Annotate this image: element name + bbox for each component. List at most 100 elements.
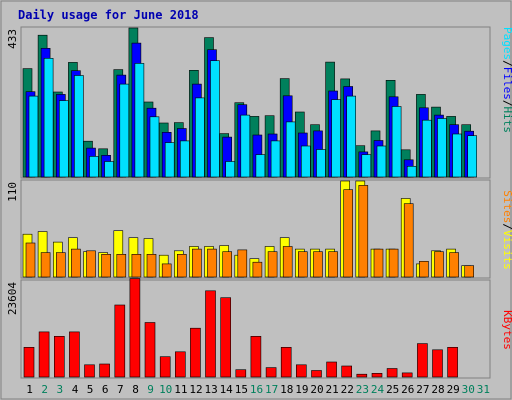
bar-sites-day-27 — [419, 260, 429, 278]
bar-kbytes-day-13 — [205, 290, 216, 378]
x-tick-label-day-21: 21 — [325, 383, 338, 396]
bar-sites-day-25 — [388, 248, 399, 278]
bar-pages-day-8 — [134, 63, 145, 178]
x-tick-label-day-4: 4 — [72, 383, 79, 396]
bar-pages-day-30 — [467, 135, 478, 178]
x-tick-label-day-17: 17 — [265, 383, 278, 396]
bar-kbytes-day-23 — [356, 373, 368, 378]
bar-sites-day-12 — [192, 248, 202, 278]
legend-entry: KBytes — [501, 310, 512, 350]
bar-pages-day-24 — [376, 145, 387, 178]
legend-entry: Hits — [501, 107, 512, 134]
bar-kbytes-day-2 — [38, 331, 50, 378]
bar-sites-day-10 — [161, 263, 172, 278]
bar-kbytes-day-9 — [144, 322, 156, 378]
bar-sites-day-1 — [25, 242, 36, 278]
bar-pages-day-20 — [316, 149, 326, 178]
bar-kbytes-day-20 — [311, 370, 322, 378]
bar-kbytes-day-7 — [114, 304, 126, 378]
bar-pages-day-11 — [180, 140, 190, 178]
bar-pages-day-28 — [437, 118, 447, 178]
bar-sites-day-18 — [282, 246, 293, 278]
bar-sites-day-13 — [207, 248, 217, 278]
bar-sites-day-29 — [449, 252, 459, 278]
bar-pages-day-10 — [164, 142, 175, 178]
legend-entry: Sites — [501, 190, 512, 223]
legend-entry: Files — [501, 67, 512, 100]
bar-sites-day-9 — [146, 254, 157, 278]
bar-kbytes-day-26 — [401, 372, 413, 378]
x-tick-label-day-12: 12 — [189, 383, 202, 396]
bar-kbytes-day-1 — [23, 346, 35, 378]
bar-kbytes-day-19 — [295, 364, 307, 378]
x-tick-label-day-8: 8 — [132, 383, 139, 396]
bar-pages-day-26 — [406, 166, 417, 178]
bar-sites-day-2 — [40, 252, 51, 278]
bar-sites-day-23 — [358, 185, 369, 278]
x-tick-label-day-28: 28 — [431, 383, 444, 396]
bar-pages-day-17 — [270, 140, 281, 178]
bar-sites-day-30 — [464, 265, 475, 278]
bar-pages-day-27 — [422, 119, 432, 178]
x-tick-label-day-11: 11 — [174, 383, 187, 396]
bar-sites-day-7 — [116, 254, 127, 278]
y-max-label: 23604 — [6, 282, 19, 315]
legend-entry: / — [501, 223, 512, 230]
bar-kbytes-day-17 — [265, 367, 277, 378]
bar-kbytes-day-3 — [53, 335, 65, 378]
bar-pages-day-6 — [104, 161, 114, 178]
bar-pages-day-18 — [285, 121, 296, 178]
bar-kbytes-day-15 — [235, 369, 247, 378]
bar-pages-day-12 — [195, 97, 205, 178]
bar-sites-day-21 — [328, 251, 338, 278]
legend-pages-files-hits: Pages/Files/Hits — [501, 27, 512, 133]
bar-kbytes-day-22 — [341, 365, 353, 378]
x-tick-label-day-20: 20 — [310, 383, 323, 396]
panel-visits-sites: 110 — [6, 179, 491, 279]
bar-kbytes-day-6 — [99, 363, 110, 378]
bar-pages-day-16 — [255, 154, 266, 178]
bar-pages-day-15 — [240, 114, 251, 178]
bar-pages-day-2 — [43, 57, 54, 178]
x-tick-label-day-22: 22 — [341, 383, 354, 396]
bar-kbytes-day-5 — [84, 364, 95, 378]
bar-pages-day-7 — [119, 83, 130, 178]
x-tick-label-day-24: 24 — [371, 383, 385, 396]
x-tick-label-day-16: 16 — [250, 383, 263, 396]
x-tick-label-day-30: 30 — [462, 383, 475, 396]
bar-kbytes-day-10 — [159, 356, 171, 378]
bar-pages-day-13 — [210, 60, 220, 178]
bar-pages-day-4 — [74, 75, 84, 178]
legend-entry: / — [501, 100, 512, 107]
bar-pages-day-22 — [346, 95, 357, 178]
bar-kbytes-day-24 — [371, 372, 383, 378]
chart-panels: 433 110 23604 — [6, 26, 491, 379]
bar-pages-day-1 — [28, 95, 39, 178]
legend-entry: / — [501, 60, 512, 67]
x-tick-label-day-18: 18 — [280, 383, 293, 396]
x-tick-label-day-1: 1 — [26, 383, 33, 396]
bar-pages-day-3 — [58, 100, 69, 178]
legend-entry: Pages — [501, 27, 512, 60]
x-tick-label-day-5: 5 — [87, 383, 94, 396]
bar-pages-day-5 — [89, 156, 99, 178]
legend-sites-visits: Sites/Visits — [501, 190, 512, 270]
x-tick-label-day-29: 29 — [447, 383, 460, 396]
bar-sites-day-14 — [222, 251, 232, 278]
x-tick-label-day-19: 19 — [295, 383, 308, 396]
x-tick-label-day-13: 13 — [204, 383, 217, 396]
bar-kbytes-day-8 — [129, 278, 141, 378]
bar-kbytes-day-21 — [326, 361, 337, 378]
legend-kbytes: KBytes — [501, 310, 512, 350]
bar-kbytes-day-18 — [280, 346, 292, 378]
bar-pages-day-25 — [391, 106, 402, 178]
x-tick-label-day-27: 27 — [416, 383, 429, 396]
bar-kbytes-day-28 — [432, 349, 443, 378]
bar-sites-day-19 — [297, 251, 308, 278]
bar-sites-day-6 — [101, 254, 111, 278]
x-tick-label-day-31: 31 — [477, 383, 490, 396]
x-tick-label-day-10: 10 — [159, 383, 172, 396]
